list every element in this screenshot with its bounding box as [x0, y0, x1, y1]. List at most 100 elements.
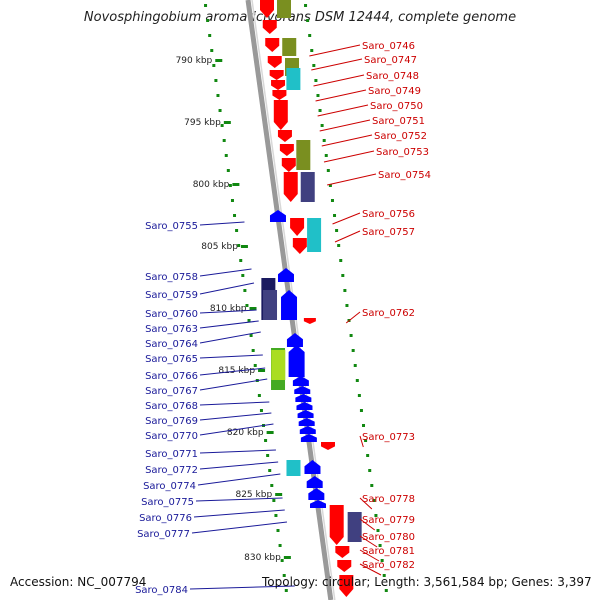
leader-line	[359, 549, 380, 562]
reverse-gene-arrow	[306, 476, 323, 488]
leader-line	[191, 521, 288, 534]
gc-dot	[335, 229, 339, 232]
leader-line	[199, 367, 266, 376]
kbp-tick-mark	[223, 121, 231, 124]
leader-line	[334, 230, 361, 243]
gene-label-forward: Saro_0773	[362, 432, 415, 443]
gc-dot	[230, 199, 234, 202]
kbp-tick-mark	[249, 307, 257, 310]
gc-dot	[374, 514, 378, 517]
reverse-gene-arrow	[304, 460, 321, 474]
gc-dot	[349, 334, 353, 337]
forward-gene-arrow	[337, 560, 352, 572]
gc-dot	[355, 379, 359, 382]
gc-dot	[216, 94, 220, 97]
leader-line	[309, 44, 361, 57]
gc-dot	[370, 484, 374, 487]
reverse-gene-arrow	[308, 488, 325, 500]
gc-dot	[280, 559, 284, 562]
forward-gene-arrow	[265, 38, 280, 52]
leader-line	[199, 423, 274, 436]
kbp-tick-label: 810 kbp	[210, 304, 247, 314]
gene-label-reverse: Saro_0770	[145, 431, 198, 442]
gc-dot	[378, 544, 382, 547]
gene-label-reverse: Saro_0765	[145, 354, 198, 365]
gc-dot	[274, 514, 278, 517]
kbp-tick-label: 830 kbp	[244, 553, 281, 563]
gc-dot	[304, 4, 308, 7]
leader-line	[345, 311, 361, 324]
cog-box	[347, 512, 362, 542]
leader-line	[313, 74, 365, 87]
cog-box	[296, 140, 311, 170]
gc-dot	[239, 259, 243, 262]
gc-dot	[212, 64, 216, 67]
gc-dot	[308, 34, 312, 37]
cog-box	[271, 350, 286, 380]
kbp-tick-mark	[275, 493, 283, 496]
gc-dot	[268, 469, 272, 472]
gene-label-forward: Saro_0754	[378, 170, 431, 181]
gc-dot	[345, 304, 349, 307]
forward-gene-arrow	[320, 442, 335, 450]
gc-dot	[324, 154, 328, 157]
gc-dot	[341, 274, 345, 277]
leader-line	[359, 563, 382, 576]
kbp-tick-label: 790 kbp	[176, 56, 213, 66]
reverse-gene-arrow	[294, 386, 311, 394]
kbp-tick-mark	[232, 183, 240, 186]
gc-dot	[233, 214, 237, 217]
forward-gene-arrow	[279, 144, 294, 156]
gc-dot	[272, 499, 276, 502]
gene-label-forward: Saro_0746	[362, 41, 415, 52]
gc-dot	[282, 574, 286, 577]
kbp-tick-mark	[240, 245, 248, 248]
cog-box	[300, 172, 315, 202]
gc-dot	[372, 499, 376, 502]
gene-label-reverse: Saro_0759	[145, 290, 198, 301]
gc-dot	[228, 184, 232, 187]
leader-line	[311, 58, 363, 71]
kbp-tick-label: 825 kbp	[235, 490, 272, 500]
gc-dot	[337, 244, 341, 247]
gene-label-reverse: Saro_0775	[141, 497, 194, 508]
gc-dot	[276, 529, 280, 532]
gc-dot	[237, 244, 241, 247]
gc-dot	[218, 109, 222, 112]
leader-line	[199, 354, 263, 359]
leader-line	[199, 461, 279, 470]
gc-dot	[330, 199, 334, 202]
gc-dot	[222, 139, 226, 142]
forward-gene-arrow	[277, 130, 292, 142]
leader-line	[317, 104, 369, 117]
leader-line	[199, 320, 259, 329]
gc-dot	[382, 574, 386, 577]
forward-gene-arrow	[329, 505, 344, 545]
gene-label-reverse: Saro_0768	[145, 401, 198, 412]
forward-gene-arrow	[290, 218, 305, 236]
leader-line	[359, 435, 364, 448]
gene-label-forward: Saro_0781	[362, 546, 415, 557]
gc-dot	[343, 289, 347, 292]
gc-dot	[264, 439, 268, 442]
gc-dot	[333, 214, 337, 217]
kbp-tick-label: 800 kbp	[193, 180, 230, 190]
leader-line	[321, 134, 373, 147]
leader-line	[199, 378, 268, 391]
leader-line	[327, 173, 377, 186]
gc-dot	[376, 529, 380, 532]
gc-dot	[316, 94, 320, 97]
gc-dot	[353, 364, 357, 367]
leader-line	[199, 401, 270, 406]
gene-label-reverse: Saro_0776	[139, 513, 192, 524]
gene-label-reverse: Saro_0758	[145, 272, 198, 283]
reverse-gene-arrow	[297, 410, 314, 418]
leader-line	[359, 497, 373, 510]
forward-gene-arrow	[271, 80, 286, 90]
gc-dot	[249, 334, 253, 337]
gc-dot	[364, 439, 368, 442]
gene-label-reverse: Saro_0771	[145, 449, 198, 460]
forward-gene-arrow	[267, 56, 282, 68]
gene-label-reverse: Saro_0767	[145, 386, 198, 397]
